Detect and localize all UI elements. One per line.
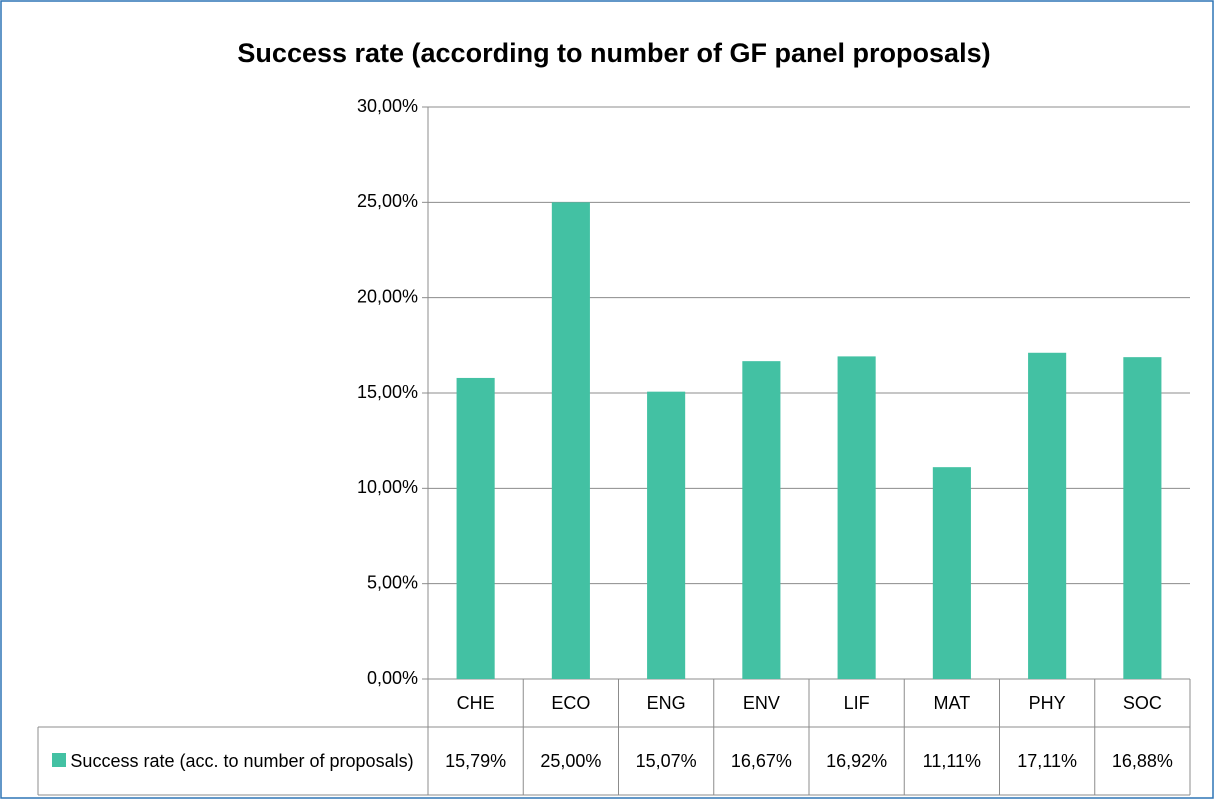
y-tick-label: 15,00% [357, 382, 418, 402]
table-value: 15,79% [445, 751, 506, 771]
y-tick-label: 5,00% [367, 572, 418, 592]
legend-cell: Success rate (acc. to number of proposal… [40, 728, 426, 794]
legend-key [52, 753, 67, 767]
legend-entry: Success rate (acc. to number of proposal… [52, 749, 414, 773]
y-tick-label: 25,00% [357, 191, 418, 211]
x-tick-label: SOC [1123, 693, 1162, 713]
bar [456, 377, 495, 679]
bar [932, 467, 971, 679]
x-tick-label: ENV [743, 693, 780, 713]
legend-label: Success rate (acc. to number of proposal… [70, 751, 414, 771]
y-tick-label: 0,00% [367, 668, 418, 688]
chart-title: Success rate (according to number of GF … [237, 38, 990, 68]
x-tick-label: MAT [934, 693, 971, 713]
y-tick-label: 20,00% [357, 286, 418, 306]
x-tick-label: PHY [1029, 693, 1066, 713]
table-value: 16,92% [826, 751, 887, 771]
x-tick-label: ENG [647, 693, 686, 713]
table-value: 11,11% [923, 751, 981, 771]
table-value: 16,88% [1112, 751, 1173, 771]
x-tick-label: CHE [457, 693, 495, 713]
y-tick-label: 30,00% [357, 96, 418, 116]
x-tick-label: ECO [551, 693, 590, 713]
bar [551, 202, 590, 680]
table-value: 25,00% [540, 751, 601, 771]
bar [837, 356, 876, 679]
bar [742, 361, 781, 679]
table-value: 17,11% [1017, 751, 1077, 771]
table-value: 16,67% [731, 751, 792, 771]
y-tick-label: 10,00% [357, 477, 418, 497]
bar [1123, 357, 1162, 679]
x-tick-label: LIF [844, 693, 870, 713]
bar [1028, 352, 1067, 679]
table-value: 15,07% [636, 751, 697, 771]
bar [647, 391, 686, 679]
